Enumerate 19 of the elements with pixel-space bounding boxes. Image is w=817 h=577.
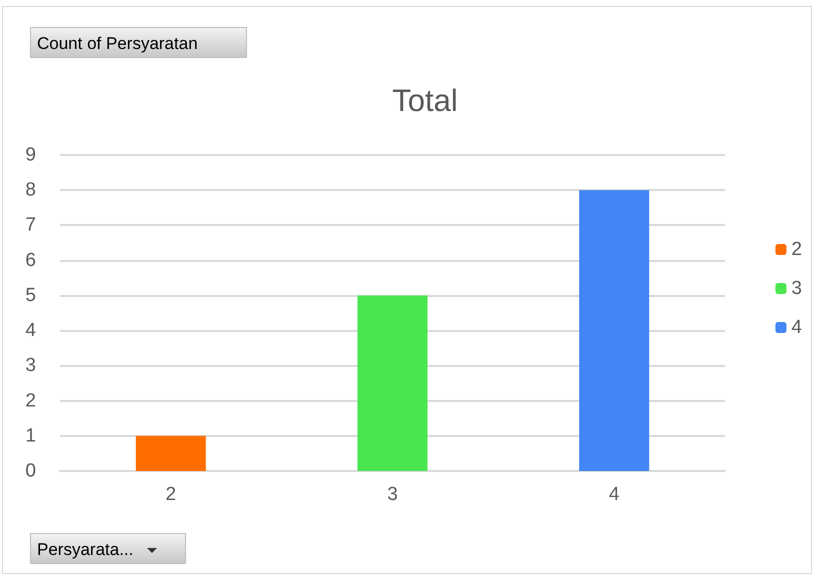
legend-label: 2 xyxy=(791,239,802,260)
y-tick-label: 2 xyxy=(25,390,36,412)
y-tick-label: 3 xyxy=(25,355,36,376)
y-tick-label: 0 xyxy=(25,460,36,482)
legend-label: 4 xyxy=(791,317,802,338)
legend-label: 3 xyxy=(791,278,802,299)
x-tick-label: 3 xyxy=(387,484,398,505)
chart-title: Total xyxy=(392,83,458,118)
text: Persyarata... xyxy=(37,540,134,559)
y-tick-label: 9 xyxy=(25,144,36,166)
y-tick-label: 1 xyxy=(25,425,36,446)
y-tick-label: 4 xyxy=(25,320,36,342)
y-tick-label: 5 xyxy=(25,284,36,306)
text: Count of Persyaratan xyxy=(37,34,198,53)
x-tick-label: 2 xyxy=(166,484,176,505)
y-tick-label: 7 xyxy=(25,214,36,236)
y-tick-label: 8 xyxy=(25,180,36,201)
x-tick-label: 4 xyxy=(608,484,620,505)
y-tick-label: 6 xyxy=(25,250,36,271)
